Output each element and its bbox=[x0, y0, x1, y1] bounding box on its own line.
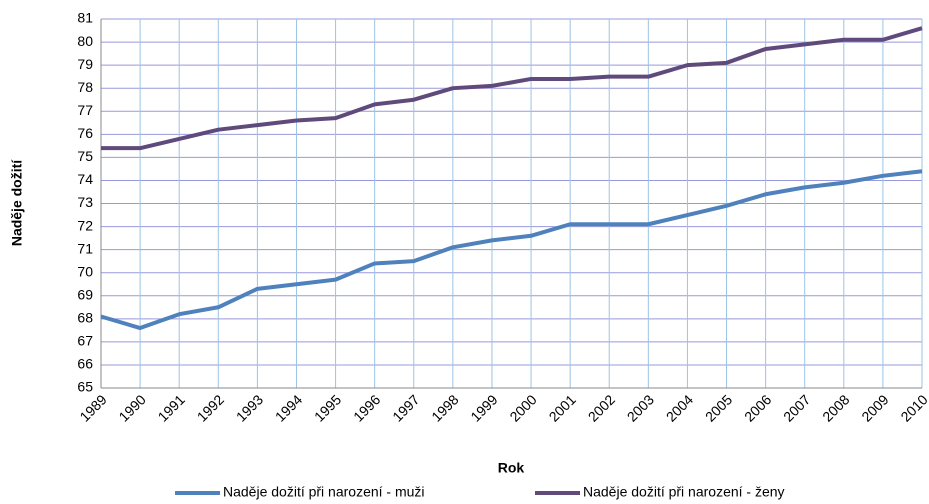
x-tick-label: 1996 bbox=[350, 391, 383, 424]
series-line bbox=[101, 26, 923, 151]
x-tick-label: 1989 bbox=[76, 391, 109, 424]
y-tick-label: 70 bbox=[77, 263, 93, 279]
x-tick-label: 2001 bbox=[546, 391, 579, 424]
y-tick-label: 65 bbox=[77, 379, 93, 395]
x-tick-label: 2006 bbox=[741, 391, 774, 424]
x-tick-label: 1994 bbox=[272, 391, 305, 424]
x-tick-label: 1992 bbox=[194, 391, 227, 424]
y-tick-label: 68 bbox=[77, 310, 93, 326]
x-axis-label: Rok bbox=[498, 460, 525, 476]
legend-label: Naděje dožití při narození - ženy bbox=[583, 484, 785, 500]
x-tick-label: 2005 bbox=[702, 391, 735, 424]
y-axis-label: Naděje dožití bbox=[9, 159, 25, 246]
x-tick-label: 2008 bbox=[819, 391, 852, 424]
x-tick-label: 1997 bbox=[389, 391, 422, 424]
y-tick-label: 77 bbox=[77, 102, 93, 118]
y-tick-label: 80 bbox=[77, 33, 93, 49]
y-tick-label: 75 bbox=[77, 148, 93, 164]
x-tick-label: 2010 bbox=[897, 391, 929, 424]
y-tick-label: 78 bbox=[77, 79, 93, 95]
y-tick-label: 72 bbox=[77, 217, 93, 233]
y-tick-label: 67 bbox=[77, 333, 93, 349]
y-tick-label: 79 bbox=[77, 56, 93, 72]
x-tick-label: 1999 bbox=[467, 391, 500, 424]
y-tick-label: 76 bbox=[77, 125, 93, 141]
x-tick-label: 1993 bbox=[233, 391, 266, 424]
x-tick-label: 2000 bbox=[506, 391, 539, 424]
x-tick-label: 1991 bbox=[155, 391, 188, 424]
x-tick-label: 2007 bbox=[780, 391, 813, 424]
x-tick-label: 2002 bbox=[585, 391, 618, 424]
x-tick-label: 1990 bbox=[115, 391, 148, 424]
y-tick-label: 73 bbox=[77, 194, 93, 210]
x-tick-label: 2009 bbox=[858, 391, 891, 424]
x-tick-label: 2003 bbox=[624, 391, 657, 424]
y-tick-label: 74 bbox=[77, 171, 93, 187]
legend-label: Naděje dožití při narození - muži bbox=[223, 484, 425, 500]
x-tick-label: 1998 bbox=[428, 391, 461, 424]
y-tick-label: 69 bbox=[77, 286, 93, 302]
x-tick-label: 2004 bbox=[663, 391, 696, 424]
y-tick-label: 81 bbox=[77, 10, 93, 26]
x-tick-label: 1995 bbox=[311, 391, 344, 424]
y-tick-label: 71 bbox=[77, 240, 93, 256]
y-tick-label: 66 bbox=[77, 356, 93, 372]
series-line bbox=[100, 169, 923, 331]
